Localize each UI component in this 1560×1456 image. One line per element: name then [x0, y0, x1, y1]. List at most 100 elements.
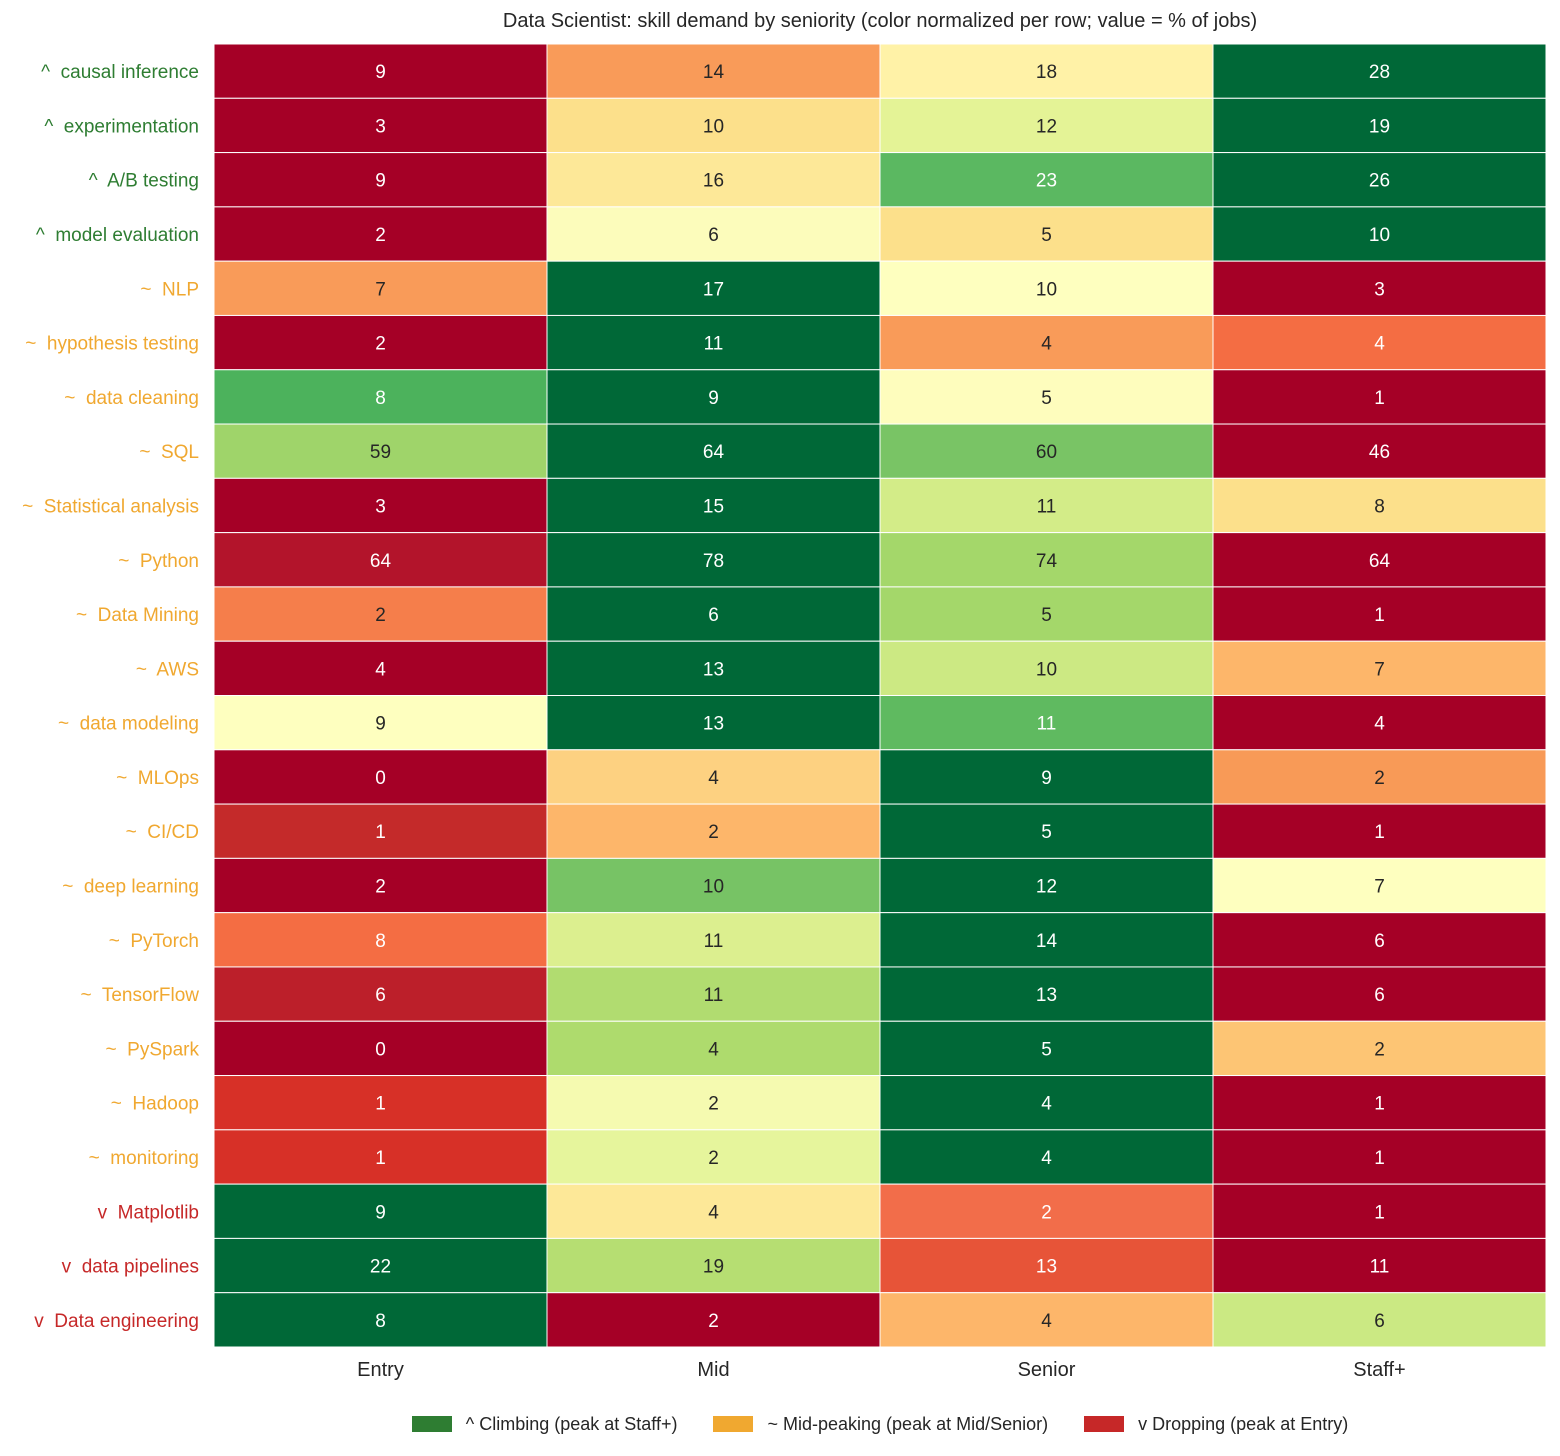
row-label-sql: ~ SQL	[139, 442, 199, 463]
cell-value-data-cleaning-staff: 1	[1374, 388, 1385, 409]
heatmap-cell-hadoop-staff	[1212, 1075, 1547, 1131]
cell-value-monitoring-mid: 2	[708, 1148, 719, 1169]
legend-item-climbing: ^ Climbing (peak at Staff+)	[411, 1414, 677, 1435]
row-label-pytorch: ~ PyTorch	[109, 931, 199, 952]
cell-value-data-cleaning-senior: 5	[1041, 388, 1052, 409]
cell-value-data-modeling-entry: 9	[375, 714, 386, 735]
cell-value-data-pipelines-senior: 13	[1036, 1257, 1057, 1278]
cell-value-pyspark-senior: 5	[1041, 1039, 1052, 1060]
row-label-causal-inference: ^ causal inference	[41, 62, 199, 83]
heatmap-cell-data-pipelines-entry	[213, 1237, 548, 1294]
cell-value-tensorflow-staff: 6	[1374, 985, 1385, 1006]
row-label-tensorflow: ~ TensorFlow	[81, 985, 200, 1006]
heatmap-cell-python-senior	[879, 532, 1214, 588]
cell-value-matplotlib-senior: 2	[1041, 1202, 1052, 1223]
cell-value-ci-cd-mid: 2	[708, 822, 719, 843]
cell-value-matplotlib-staff: 1	[1374, 1202, 1385, 1223]
cell-value-python-mid: 78	[703, 551, 724, 572]
row-label-statistical-analysis: ~ Statistical analysis	[22, 496, 199, 517]
cell-value-deep-learning-staff: 7	[1374, 877, 1385, 898]
row-label-nlp: ~ NLP	[140, 279, 199, 300]
legend-label-dropping: v Dropping (peak at Entry)	[1138, 1413, 1349, 1434]
row-label-aws: ~ AWS	[136, 659, 199, 680]
heatmap-cell-data-mining-mid	[546, 586, 881, 642]
heatmap-cell-python-staff	[1212, 532, 1547, 588]
heatmap-cell-a-b-testing-senior	[879, 152, 1214, 208]
cell-value-causal-inference-senior: 18	[1036, 62, 1057, 83]
cell-value-nlp-mid: 17	[703, 279, 724, 300]
row-label-data-modeling: ~ data modeling	[58, 714, 199, 735]
row-label-deep-learning: ~ deep learning	[62, 877, 199, 898]
cell-value-data-pipelines-staff: 11	[1370, 1257, 1390, 1278]
row-label-monitoring: ~ monitoring	[89, 1148, 199, 1169]
heatmap-cell-data-engineering-entry	[213, 1292, 548, 1348]
cell-value-ci-cd-entry: 1	[375, 822, 386, 843]
cell-value-causal-inference-entry: 9	[375, 62, 386, 83]
heatmap-cell-deep-learning-entry	[213, 857, 548, 914]
cell-value-matplotlib-entry: 9	[375, 1202, 386, 1223]
cell-value-model-evaluation-mid: 6	[708, 225, 719, 246]
cell-value-mlops-entry: 0	[375, 768, 386, 789]
heatmap-cell-data-cleaning-mid	[546, 369, 881, 425]
heatmap-cell-model-evaluation-staff	[1212, 206, 1547, 262]
column-label-entry: Entry	[357, 1359, 404, 1381]
legend-item-dropping: v Dropping (peak at Entry)	[1084, 1414, 1348, 1435]
heatmap-cell-pyspark-staff	[1212, 1020, 1547, 1077]
cell-value-pyspark-entry: 0	[375, 1039, 386, 1060]
row-label-python: ~ Python	[118, 551, 199, 572]
heatmap-cell-matplotlib-senior	[879, 1183, 1214, 1239]
heatmap-cell-hypothesis-testing-staff	[1212, 314, 1547, 371]
heatmap-cell-data-engineering-mid	[546, 1292, 881, 1348]
cell-value-deep-learning-entry: 2	[375, 877, 386, 898]
cell-value-data-mining-entry: 2	[375, 605, 386, 626]
cell-value-experimentation-mid: 10	[703, 116, 724, 137]
cell-value-nlp-senior: 10	[1036, 279, 1057, 300]
heatmap-cell-matplotlib-entry	[213, 1183, 548, 1239]
row-label-matplotlib: v Matplotlib	[98, 1202, 199, 1223]
chart-title: Data Scientist: skill demand by seniorit…	[502, 10, 1258, 32]
cell-value-data-engineering-entry: 8	[375, 1311, 386, 1332]
cell-value-aws-staff: 7	[1374, 659, 1385, 680]
heatmap-cell-experimentation-staff	[1212, 97, 1547, 154]
cell-value-hypothesis-testing-staff: 4	[1374, 334, 1385, 355]
heatmap-cell-experimentation-entry	[213, 97, 548, 154]
row-label-a-b-testing: ^ A/B testing	[89, 171, 199, 192]
cell-value-data-cleaning-mid: 9	[708, 388, 719, 409]
legend: ^ Climbing (peak at Staff+) ~ Mid-peakin…	[1, 1410, 1560, 1438]
cell-value-aws-senior: 10	[1036, 659, 1057, 680]
heatmap-cell-data-engineering-senior	[879, 1292, 1214, 1348]
heatmap-cell-a-b-testing-staff	[1212, 152, 1547, 208]
cell-value-tensorflow-entry: 6	[375, 985, 386, 1006]
cell-value-monitoring-entry: 1	[375, 1148, 386, 1169]
heatmap-cell-mlops-mid	[546, 749, 881, 805]
cell-value-tensorflow-senior: 13	[1036, 985, 1057, 1006]
heatmap-cell-data-cleaning-senior	[879, 369, 1214, 425]
heatmap-cell-deep-learning-senior	[879, 857, 1214, 914]
row-label-pyspark: ~ PySpark	[106, 1039, 200, 1060]
row-label-data-pipelines: v data pipelines	[62, 1257, 199, 1278]
cell-value-python-senior: 74	[1036, 551, 1058, 572]
cell-value-deep-learning-senior: 12	[1036, 877, 1057, 898]
row-label-data-cleaning: ~ data cleaning	[64, 388, 199, 409]
cell-value-causal-inference-staff: 28	[1369, 62, 1390, 83]
cell-value-model-evaluation-staff: 10	[1369, 225, 1390, 246]
heatmap-cell-python-entry	[213, 532, 548, 588]
cell-value-data-cleaning-entry: 8	[375, 388, 386, 409]
cell-value-hadoop-mid: 2	[708, 1094, 719, 1115]
heatmap-cell-data-engineering-staff	[1212, 1292, 1547, 1348]
cell-value-pytorch-mid: 11	[704, 931, 724, 952]
row-label-hypothesis-testing: ~ hypothesis testing	[25, 334, 199, 355]
cell-value-data-modeling-senior: 11	[1037, 714, 1057, 735]
cell-value-statistical-analysis-staff: 8	[1374, 496, 1385, 517]
cell-value-hadoop-staff: 1	[1374, 1094, 1385, 1115]
heatmap-cell-causal-inference-staff	[1212, 43, 1547, 99]
row-label-mlops: ~ MLOps	[116, 768, 199, 789]
heatmap-cell-mlops-senior	[879, 749, 1214, 805]
cell-value-sql-entry: 59	[370, 442, 391, 463]
heatmap-cell-matplotlib-staff	[1212, 1183, 1547, 1239]
cell-value-nlp-entry: 7	[375, 279, 386, 300]
cell-value-ci-cd-senior: 5	[1041, 822, 1052, 843]
heatmap-cell-sql-senior	[879, 423, 1214, 479]
heatmap-cell-statistical-analysis-staff	[1212, 477, 1547, 534]
heatmap-cell-data-modeling-staff	[1212, 695, 1547, 751]
